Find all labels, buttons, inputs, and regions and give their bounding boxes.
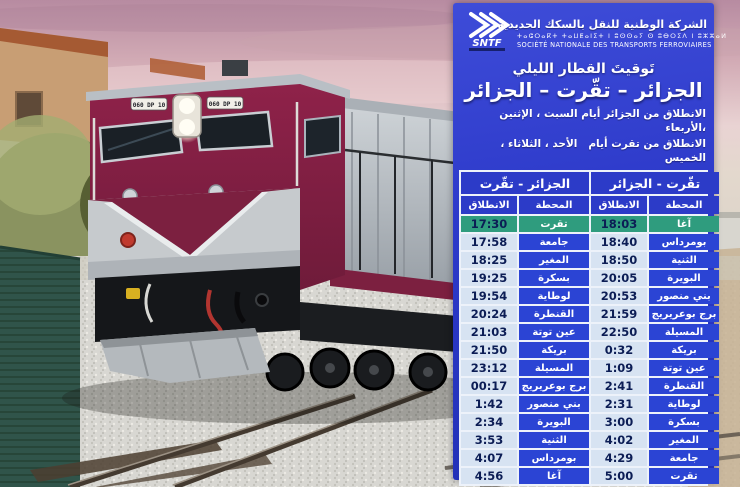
cell-r-station-row11: لوطاية <box>649 396 719 413</box>
section-header-touggourt-algiers: تقّرت ‎-‎ الجزائر <box>461 172 589 195</box>
cell-r-station-row5: بني منصور <box>649 288 719 305</box>
route-title: الجزائر – تقّرت – الجزائر <box>464 78 703 102</box>
cell-l-station-row13: الثنية <box>519 432 589 449</box>
cell-r-time-row6: 21:59 <box>591 306 647 323</box>
cell-r-time-row3: 18:50 <box>591 252 647 269</box>
cell-l-station-row6: القنطرة <box>519 306 589 323</box>
cell-l-time-row12: 2:34 <box>461 414 517 431</box>
cell-l-time-row14: 4:07 <box>461 450 517 467</box>
cell-l-time-row5: 19:54 <box>461 288 517 305</box>
cell-l-time-row15: 4:56 <box>461 468 517 485</box>
cell-l-station-row10: برج بوعريريج <box>519 378 589 395</box>
col-header-left-departure: الانطلاق <box>461 196 517 215</box>
cell-r-time-row12: 3:00 <box>591 414 647 431</box>
cell-l-time-row3: 18:25 <box>461 252 517 269</box>
cell-l-time-row10: 00:17 <box>461 378 517 395</box>
cell-l-time-row1: 17:30 <box>461 216 517 233</box>
cell-l-time-row11: 1:42 <box>461 396 517 413</box>
days-from-algiers: الانطلاق من الجزائر أيام السبت ، الإثنين… <box>499 108 706 134</box>
cell-r-station-row14: جامعة <box>649 450 719 467</box>
cell-l-station-row14: بومرداس <box>519 450 589 467</box>
cell-r-station-row3: الثنية <box>649 252 719 269</box>
sntf-logo-text: SNTF <box>472 38 501 49</box>
cell-r-time-row9: 1:09 <box>591 360 647 377</box>
brand-header: الشركة الوطنية للنقل بالسكك الحديدية ⵜⴰⵛ… <box>458 9 728 58</box>
locomotive: 060 DP 10 060 DP 10 <box>62 60 538 424</box>
cell-l-time-row8: 21:50 <box>461 342 517 359</box>
cell-l-station-row5: لوطاية <box>519 288 589 305</box>
cell-r-station-row9: عين توتة <box>649 360 719 377</box>
cell-l-time-row9: 23:12 <box>461 360 517 377</box>
timetable-grid: تقّرت ‎-‎ الجزائر الجزائر ‎-‎ تقّرت الان… <box>459 170 719 487</box>
cell-r-time-row5: 20:53 <box>591 288 647 305</box>
cell-l-station-row7: عين توتة <box>519 324 589 341</box>
cell-r-station-row8: بريكة <box>649 342 719 359</box>
col-header-right-station: المحطة <box>649 196 719 215</box>
sntf-logo: SNTF <box>460 10 514 56</box>
cell-l-station-row12: البويرة <box>519 414 589 431</box>
cell-l-station-row9: المسيلة <box>519 360 589 377</box>
cell-r-station-row15: تقرت <box>649 468 719 485</box>
cell-l-station-row2: جامعة <box>519 234 589 251</box>
cell-l-time-row4: 19:25 <box>461 270 517 287</box>
brand-name-french: SOCIÉTÉ NATIONALE DES TRANSPORTS FERROVI… <box>517 40 712 49</box>
cell-l-station-row15: آغا <box>519 468 589 485</box>
cell-r-station-row4: البويرة <box>649 270 719 287</box>
poster-title: تَوقيتَ القطار الليلي <box>512 61 655 77</box>
cell-r-time-row11: 2:31 <box>591 396 647 413</box>
cell-r-time-row1: 18:03 <box>591 216 647 233</box>
cell-l-time-row7: 21:03 <box>461 324 517 341</box>
cell-l-station-row8: بريكة <box>519 342 589 359</box>
loco-number-plates: 060 DP 10 060 DP 10 <box>130 96 244 111</box>
cell-l-station-row3: المغير <box>519 252 589 269</box>
cell-l-station-row1: تقرت <box>519 216 589 233</box>
cell-r-time-row10: 2:41 <box>591 378 647 395</box>
cell-r-time-row7: 22:50 <box>591 324 647 341</box>
loco-number-right: 060 DP 10 <box>209 101 242 108</box>
timetable-panel: الشركة الوطنية للنقل بالسكك الحديدية ⵜⴰⵛ… <box>453 3 728 487</box>
section-header-algiers-touggourt: الجزائر ‎-‎ تقّرت <box>591 172 719 195</box>
cell-l-time-row13: 3:53 <box>461 432 517 449</box>
cell-r-station-row13: المغير <box>649 432 719 449</box>
cell-r-time-row4: 20:05 <box>591 270 647 287</box>
cell-r-station-row2: بومرداس <box>649 234 719 251</box>
cell-r-station-row10: القنطرة <box>649 378 719 395</box>
cell-r-time-row8: 0:32 <box>591 342 647 359</box>
sntf-chevrons-icon <box>469 12 511 38</box>
cell-l-station-row4: بسكرة <box>519 270 589 287</box>
brand-name-arabic: الشركة الوطنية للنقل بالسكك الحديدية <box>497 17 707 31</box>
cell-r-time-row2: 18:40 <box>591 234 647 251</box>
cell-l-time-row2: 17:58 <box>461 234 517 251</box>
col-header-right-departure: الانطلاق <box>591 196 647 215</box>
cell-r-station-row7: المسيلة <box>649 324 719 341</box>
cell-r-time-row14: 4:29 <box>591 450 647 467</box>
cell-r-station-row12: بسكرة <box>649 414 719 431</box>
green-fence <box>0 246 80 487</box>
cell-l-station-row11: بني منصور <box>519 396 589 413</box>
cell-r-time-row13: 4:02 <box>591 432 647 449</box>
cell-l-time-row6: 20:24 <box>461 306 517 323</box>
loco-number-left: 060 DP 10 <box>133 102 166 109</box>
days-from-touggourt: الانطلاق من تقرت أيام الأحد ، الثلاثاء ،… <box>500 137 706 164</box>
cell-r-station-row6: برج بوعريريج <box>649 306 719 323</box>
cell-r-station-row1: آغا <box>649 216 719 233</box>
col-header-left-station: المحطة <box>519 196 589 215</box>
brand-name-tifinagh: ⵜⴰⵛⵔⴰⴽⵜ ⵜⴰⵡⵟⴰⵏⵉⵜ ⵏ ⵓⵙⵙⴰⵢ ⵙ ⵓⴱⵔⵉⴷ ⵏ ⵓⵣⵣⴰⵍ <box>517 31 728 40</box>
cell-r-time-row15: 5:00 <box>591 468 647 485</box>
